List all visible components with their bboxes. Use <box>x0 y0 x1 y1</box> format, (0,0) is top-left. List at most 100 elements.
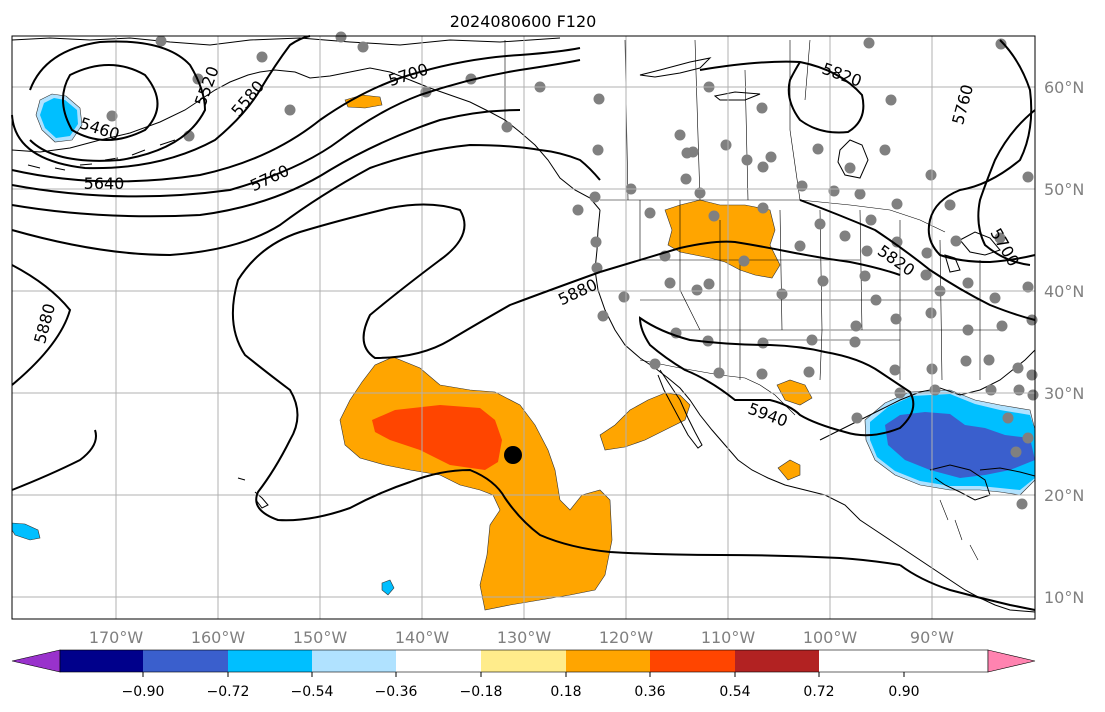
station-dot <box>890 313 902 325</box>
colorbar-swatch <box>312 650 396 672</box>
colorbar-extend-low <box>11 649 61 673</box>
west-coast-na <box>594 209 1036 613</box>
station-dot <box>284 104 296 116</box>
station-dot <box>1013 384 1025 396</box>
colorbar-tick-label: 0.18 <box>550 684 581 700</box>
station-dot <box>925 307 937 319</box>
station-dot <box>996 320 1008 332</box>
station-dot <box>649 358 661 370</box>
station-dot <box>839 230 851 242</box>
station-dot <box>985 384 997 396</box>
station-dot <box>593 93 605 105</box>
contour-5940 <box>638 316 915 437</box>
station-dot <box>590 236 602 248</box>
station-dot <box>1022 171 1034 183</box>
lat-label: 40°N <box>1044 282 1084 301</box>
station-dot <box>572 204 584 216</box>
us-states <box>639 200 1000 381</box>
station-dot <box>687 146 699 158</box>
colorbar-swatch <box>60 650 143 672</box>
station-dot <box>950 235 962 247</box>
station-dot <box>865 214 877 226</box>
baja-peninsula <box>657 369 703 449</box>
strong-negative-anomaly-gulf <box>885 412 1035 478</box>
colorbar-swatch <box>396 650 481 672</box>
cuba <box>979 467 1036 477</box>
lon-label: 150°W <box>293 628 348 647</box>
station-dot <box>335 31 347 43</box>
station-dot <box>1010 446 1022 458</box>
north-coast <box>11 37 561 46</box>
colorbar-tick-label: 0.90 <box>888 684 919 700</box>
station-dot <box>806 334 818 346</box>
gridlines <box>12 36 1035 619</box>
station-dot <box>870 294 882 306</box>
station-dot <box>891 236 903 248</box>
colorbar-tick-label: −0.54 <box>291 684 334 700</box>
station-dot <box>889 364 901 376</box>
colorbar-swatch <box>481 650 566 672</box>
station-dot <box>776 288 788 300</box>
great-lakes <box>944 231 1001 273</box>
station-dot <box>597 310 609 322</box>
station-dot <box>861 245 873 257</box>
station-dot <box>995 38 1007 50</box>
station-dot <box>720 139 732 151</box>
station-dot <box>851 412 863 424</box>
map-title: 2024080600 F120 <box>450 12 597 31</box>
station-dot <box>1002 412 1014 424</box>
contour-5520 <box>29 40 207 162</box>
lon-label: 130°W <box>497 628 552 647</box>
positive-anomaly-mexico <box>777 459 801 481</box>
station-dot <box>817 275 829 287</box>
station-dot <box>256 51 268 63</box>
station-dot <box>849 336 861 348</box>
negative-anomaly-small <box>381 579 395 596</box>
contour-5760-west <box>11 109 521 218</box>
negative-anomaly-aleutian <box>40 98 78 138</box>
lon-label: 90°W <box>910 628 954 647</box>
station-dot <box>794 240 806 252</box>
station-dot <box>960 355 972 367</box>
station-dot <box>1022 432 1034 444</box>
station-dot <box>703 278 715 290</box>
station-dot <box>674 129 686 141</box>
station-dot <box>589 191 601 203</box>
station-dot <box>757 337 769 349</box>
lat-label: 50°N <box>1044 180 1084 199</box>
contour-5580 <box>11 35 311 170</box>
station-dot <box>921 247 933 259</box>
station-dot <box>850 320 862 332</box>
station-dot <box>962 277 974 289</box>
station-dot <box>803 366 815 378</box>
station-dot <box>812 143 824 155</box>
station-dot <box>757 161 769 173</box>
contour-5460 <box>62 64 159 141</box>
station-dot <box>708 210 720 222</box>
colorbar-tick-labels: −0.90 −0.72 −0.54 −0.36 −0.18 0.18 0.36 … <box>122 684 920 700</box>
lon-label: 160°W <box>191 628 246 647</box>
strong-positive-anomaly <box>372 405 502 470</box>
aleutian-islands <box>27 139 176 171</box>
contour-5880-coast <box>599 240 901 276</box>
station-dot <box>694 187 706 199</box>
longitude-labels: 170°W 160°W 150°W 140°W 130°W 120°W 110°… <box>89 628 954 647</box>
station-dot <box>664 277 676 289</box>
station-dot <box>844 162 856 174</box>
station-dot <box>828 185 840 197</box>
station-dot <box>859 270 871 282</box>
station-dot <box>680 173 692 185</box>
lon-label: 100°W <box>803 628 858 647</box>
contour-5760-north <box>11 143 601 257</box>
colorbar-tick-label: 0.36 <box>634 684 665 700</box>
colorbar-tick-label: −0.72 <box>207 684 250 700</box>
colorbar-tick-label: −0.18 <box>460 684 503 700</box>
station-dot <box>983 354 995 366</box>
lon-label: 120°W <box>599 628 654 647</box>
station-dot <box>757 202 769 214</box>
positive-anomaly-baja <box>599 392 691 451</box>
station-dot <box>591 262 603 274</box>
contour-5820-east <box>799 199 1036 321</box>
station-dot <box>756 102 768 114</box>
station-dot <box>994 232 1006 244</box>
